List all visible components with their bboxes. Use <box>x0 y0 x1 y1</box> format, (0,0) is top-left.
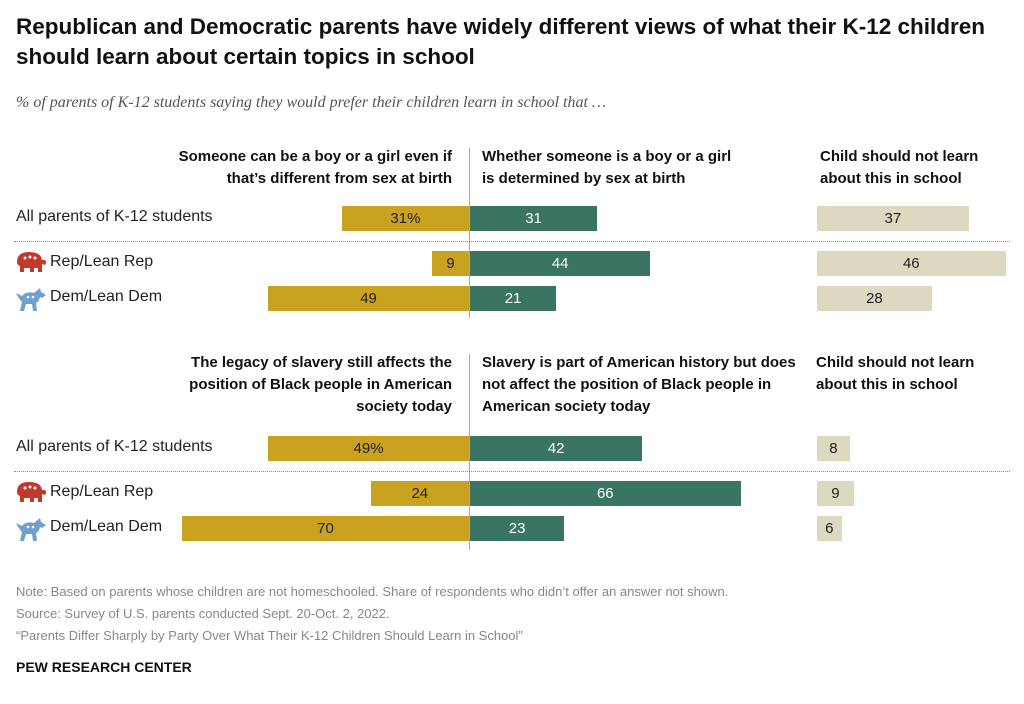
data-label: 49 <box>360 289 377 307</box>
bar-right: 46 <box>817 250 1006 276</box>
bar-middle: 23 <box>470 515 565 541</box>
data-label: 31% <box>390 209 421 227</box>
bar-middle: 66 <box>470 480 741 506</box>
separator-dotted <box>14 241 1010 242</box>
bar-right: 8 <box>817 435 850 461</box>
column-header-left: Someone can be a boy or a girl even if t… <box>178 148 452 187</box>
bar-right: 37 <box>817 205 969 231</box>
bar-left: 70 <box>182 515 469 541</box>
bar-left: 24 <box>370 480 469 506</box>
data-label: 70 <box>317 519 334 537</box>
data-label: 42 <box>547 439 565 457</box>
data-label: 66 <box>596 484 614 502</box>
row-label: Rep/Lean Rep <box>50 483 154 500</box>
bar-right: 28 <box>817 285 932 311</box>
data-label: 28 <box>866 289 883 307</box>
data-label: 6 <box>825 519 834 537</box>
elephant-icon <box>14 480 48 511</box>
bar-left: 49% <box>268 435 469 461</box>
donkey-icon <box>14 515 48 548</box>
row-label: Rep/Lean Rep <box>50 253 154 270</box>
data-label: 31 <box>525 209 542 227</box>
column-header-right: Child should not learn about this in sch… <box>820 148 979 187</box>
bar-middle: 42 <box>470 435 643 461</box>
data-label: 24 <box>411 484 429 502</box>
column-header-left: The legacy of slavery still affects the … <box>189 354 452 415</box>
elephant-icon <box>14 250 48 281</box>
bar-right: 9 <box>817 480 854 506</box>
data-label: 49% <box>353 439 384 457</box>
chart-title: Republican and Democratic parents have w… <box>16 14 985 69</box>
report-title: “Parents Differ Sharply by Party Over Wh… <box>16 628 523 643</box>
data-label: 21 <box>504 289 522 307</box>
data-label: 44 <box>551 254 569 272</box>
column-header-middle: Slavery is part of American history but … <box>482 354 796 415</box>
row-label: Dem/Lean Dem <box>50 518 163 535</box>
data-label: 37 <box>884 209 902 227</box>
bar-left: 31% <box>341 205 469 231</box>
zero-axis <box>469 354 470 550</box>
data-label: 46 <box>902 254 920 272</box>
bar-middle: 21 <box>470 285 557 311</box>
zero-axis <box>469 148 470 318</box>
data-label: 9 <box>446 254 455 272</box>
bar-left: 9 <box>432 250 469 276</box>
brand-logo: PEW RESEARCH CENTER <box>16 659 192 675</box>
data-label: 23 <box>508 519 526 537</box>
source: Source: Survey of U.S. parents conducted… <box>16 606 390 621</box>
donkey-icon <box>14 285 48 318</box>
data-label: 8 <box>829 439 838 457</box>
column-header-middle: Whether someone is a boy or a girl is de… <box>482 148 732 187</box>
row-label: Dem/Lean Dem <box>50 288 163 305</box>
bar-middle: 44 <box>470 250 651 276</box>
chart-subtitle: % of parents of K-12 students saying the… <box>16 94 607 111</box>
row-label: All parents of K-12 students <box>16 208 213 225</box>
note: Note: Based on parents whose children ar… <box>16 584 729 599</box>
bar-left: 49 <box>268 285 469 311</box>
bar-right: 6 <box>817 515 842 541</box>
bar-middle: 31 <box>470 205 598 231</box>
separator-dotted <box>14 471 1010 472</box>
data-label: 9 <box>831 484 840 502</box>
column-header-right: Child should not learn about this in sch… <box>816 354 975 393</box>
row-label: All parents of K-12 students <box>16 438 213 455</box>
